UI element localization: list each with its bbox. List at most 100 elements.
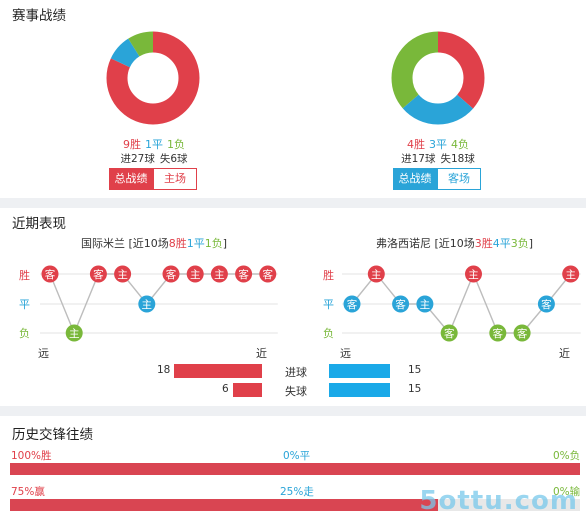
right-axis-win: 胜 <box>323 269 334 282</box>
goals-label: 进球 <box>285 366 307 379</box>
left-form-match-4: 主 <box>114 265 132 283</box>
left-form-line <box>49 273 268 335</box>
left-donut-slice-2 <box>106 31 200 125</box>
history-handicap-bar <box>10 499 580 511</box>
right-record-tabs: 总战绩 客场 <box>393 168 481 190</box>
left-axis-win: 胜 <box>19 269 30 282</box>
right-axis-far: 远 <box>340 347 351 360</box>
right-goals-for-value: 15 <box>408 364 422 376</box>
left-axis-loss: 负 <box>19 327 30 340</box>
right-form-match-2: 主 <box>367 265 385 283</box>
left-form-chart: 客主客 主主客主主客客 <box>40 265 278 342</box>
left-form-venue-9: 客 <box>238 268 249 281</box>
left-form-dot-6 <box>162 265 180 283</box>
right-losses: 4负 <box>451 138 469 151</box>
left-form-match-8: 主 <box>210 265 228 283</box>
left-axis-far: 远 <box>38 347 49 360</box>
left-form-venue-3: 客 <box>93 268 104 281</box>
left-form-match-3: 客 <box>89 265 107 283</box>
right-form-match-7: 客 <box>489 324 507 342</box>
right-form-match-6: 主 <box>465 265 482 283</box>
tab-left-overall[interactable]: 总战绩 <box>109 168 153 190</box>
right-form-match-4: 主 <box>416 295 434 313</box>
left-form-match-5: 主 <box>138 295 156 313</box>
left-record-tabs: 总战绩 主场 <box>109 168 197 190</box>
right-form-match-3: 客 <box>392 295 410 313</box>
right-form-match-8: 客 <box>513 324 531 342</box>
right-form-venue-10: 主 <box>565 269 576 281</box>
left-losses: 1负 <box>167 138 185 151</box>
tab-left-home[interactable]: 主场 <box>153 168 197 190</box>
right-wins: 4胜 <box>407 138 425 151</box>
right-record-goals: 进17球 失18球 <box>363 151 513 166</box>
left-form-dot-5 <box>138 295 156 313</box>
right-record-wdl: 4胜 3平 4负 <box>363 136 513 152</box>
right-draws: 3平 <box>429 138 447 151</box>
right-form-venue-8: 客 <box>517 327 528 340</box>
right-form-match-1: 客 <box>343 295 361 313</box>
conceded-label: 失球 <box>285 385 307 398</box>
left-form-match-6: 客 <box>162 265 180 283</box>
left-draws: 1平 <box>145 138 163 151</box>
left-record-wdl: 9胜 1平 1负 <box>79 136 229 152</box>
right-summary-post: ] <box>528 237 534 250</box>
right-form-venue-3: 客 <box>395 298 406 311</box>
right-form-dot-8 <box>513 324 531 342</box>
watermark-logo: 5ottu.com <box>419 486 578 516</box>
history-handicap-push-pct: 25%走 <box>280 486 314 498</box>
right-form-match-5: 客 <box>440 324 458 342</box>
right-form-dot-7 <box>489 324 507 342</box>
left-summary-post: ] <box>222 237 228 250</box>
left-form-dot-2 <box>65 324 83 342</box>
left-form-match-7: 主 <box>186 265 204 283</box>
right-recent-losses: 3负 <box>510 237 529 250</box>
right-axis-near: 近 <box>559 347 570 360</box>
right-axis-loss: 负 <box>323 327 334 340</box>
tab-right-overall[interactable]: 总战绩 <box>393 168 437 190</box>
right-donut-slice-1 <box>391 31 485 125</box>
left-form-venue-1: 客 <box>45 268 56 281</box>
right-goals-against-bar <box>329 383 390 397</box>
right-team-name: 弗洛西诺尼 <box>376 237 431 250</box>
left-team-summary: 国际米兰 [近10场8胜1平1负] <box>81 235 227 251</box>
left-goals-for-value: 18 <box>157 364 171 376</box>
left-axis-near: 近 <box>256 347 267 360</box>
left-goals-against-bar <box>232 383 262 397</box>
left-form-venue-8: 主 <box>214 269 225 281</box>
right-form-dot-3 <box>392 295 410 313</box>
history-result-fill <box>10 463 580 475</box>
right-form-venue-5: 客 <box>444 327 455 340</box>
left-form-venue-4: 主 <box>117 269 128 281</box>
history-handicap-loss-pct: 0%输 <box>553 486 581 498</box>
right-goals-against: 失18球 <box>440 153 475 165</box>
right-record-donut <box>391 31 485 125</box>
right-form-dot-9 <box>537 295 555 313</box>
left-form-dot-7 <box>186 265 204 283</box>
left-axis-draw: 平 <box>19 298 30 311</box>
left-form-dot-3 <box>89 265 107 283</box>
history-loss-pct: 0%负 <box>553 450 581 462</box>
right-donut-slice-2 <box>391 31 485 125</box>
right-form-venue-6: 主 <box>468 269 479 281</box>
right-form-match-10: 主 <box>562 265 580 283</box>
left-form-match-1: 客 <box>41 265 59 283</box>
right-summary-pre: [近10场 <box>431 237 475 250</box>
left-goals-against: 失6球 <box>159 153 188 165</box>
left-goals-for: 进27球 <box>120 153 155 165</box>
right-form-venue-7: 客 <box>493 327 504 340</box>
left-recent-draws: 1平 <box>186 237 205 250</box>
left-form-dot-4 <box>114 265 132 283</box>
right-axis-draw: 平 <box>323 298 334 311</box>
left-form-dot-9 <box>235 265 253 283</box>
left-form-venue-7: 主 <box>190 269 201 281</box>
recent-panel: 近期表现 国际米兰 [近10场8胜1平1负] 弗洛西诺尼 [近10场3胜4平3负… <box>0 208 586 406</box>
tab-right-away[interactable]: 客场 <box>437 168 481 190</box>
right-goals-against-value: 15 <box>408 383 422 395</box>
left-record-goals: 进27球 失6球 <box>79 151 229 166</box>
right-team-summary: 弗洛西诺尼 [近10场3胜4平3负] <box>376 235 533 251</box>
right-form-dot-5 <box>440 324 458 342</box>
right-form-venue-2: 主 <box>371 269 382 281</box>
left-form-dot-8 <box>210 265 228 283</box>
left-form-venue-6: 客 <box>166 268 177 281</box>
left-form-match-2: 主 <box>65 324 83 342</box>
